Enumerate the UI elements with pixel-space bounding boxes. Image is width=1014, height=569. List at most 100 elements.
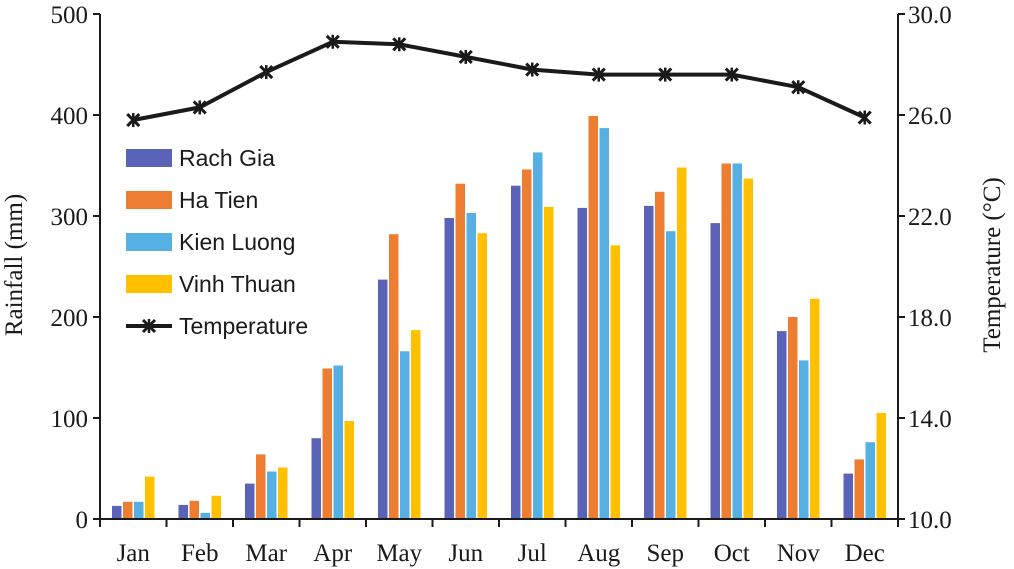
bar-rach-gia-aug bbox=[577, 207, 587, 519]
bar-vinh-thuan-nov bbox=[810, 298, 820, 519]
legend-label-vinh-thuan: Vinh Thuan bbox=[179, 271, 296, 297]
legend-label-temperature: Temperature bbox=[179, 313, 308, 339]
legend: Rach Gia Ha Tien Kien Luong Vinh Thuan Tempe… bbox=[126, 145, 308, 339]
bar-rach-gia-jan bbox=[112, 505, 122, 519]
temperature-point-apr bbox=[325, 34, 340, 49]
bar-kien-luong-mar bbox=[267, 471, 277, 519]
temperature-point-mar bbox=[259, 65, 274, 80]
bar-ha-tien-jan bbox=[123, 501, 133, 519]
bar-vinh-thuan-aug bbox=[610, 245, 620, 520]
bar-kien-luong-aug bbox=[599, 128, 609, 519]
bar-ha-tien-sep bbox=[655, 191, 665, 520]
temperature-point-dec bbox=[857, 110, 872, 125]
y2-tick-label: 26.0 bbox=[908, 103, 952, 130]
temperature-point-aug bbox=[591, 67, 606, 82]
x-tick-label: May bbox=[376, 540, 422, 567]
x-tick-label: Jun bbox=[448, 540, 483, 567]
bar-kien-luong-nov bbox=[799, 360, 809, 519]
x-tick-label: Mar bbox=[245, 540, 287, 567]
x-tick-label: Nov bbox=[777, 540, 821, 567]
bar-ha-tien-jul bbox=[522, 169, 532, 519]
legend-swatch-kien-luong bbox=[126, 233, 172, 251]
temperature-point-feb bbox=[192, 100, 207, 115]
bar-kien-luong-jan bbox=[134, 501, 144, 519]
bar-rach-gia-sep bbox=[644, 205, 654, 519]
bar-vinh-thuan-dec bbox=[876, 412, 886, 519]
x-tick-label: Aug bbox=[577, 540, 621, 567]
bar-vinh-thuan-may bbox=[411, 330, 421, 519]
axes-group: 0 100 200 300 400 500 10.0 14.0 18.0 22.0 26.0 30.0… bbox=[51, 2, 952, 567]
bar-ha-tien-nov bbox=[788, 317, 798, 519]
x-tick-label: Feb bbox=[181, 540, 219, 567]
bar-ha-tien-apr bbox=[322, 368, 332, 519]
legend-marker-temperature bbox=[141, 318, 157, 334]
temperature-point-jul bbox=[525, 62, 540, 77]
bar-rach-gia-may bbox=[378, 279, 388, 519]
bar-rach-gia-nov bbox=[777, 331, 787, 519]
legend-swatch-vinh-thuan bbox=[126, 275, 172, 293]
y-tick-label: 300 bbox=[51, 204, 89, 231]
bar-vinh-thuan-apr bbox=[344, 421, 354, 519]
y2-axis-title: Temperature (°C) bbox=[979, 177, 1006, 353]
legend-swatch-ha-tien bbox=[126, 191, 172, 209]
x-tick-label: Apr bbox=[313, 540, 353, 567]
x-tick-label: Dec bbox=[845, 540, 885, 567]
bars-group bbox=[112, 116, 886, 520]
y2-tick-label: 30.0 bbox=[908, 2, 952, 29]
bar-kien-luong-apr bbox=[333, 365, 343, 519]
y-axis-title: Rainfall (mm) bbox=[1, 194, 28, 336]
bar-kien-luong-jul bbox=[533, 152, 543, 519]
bar-ha-tien-dec bbox=[854, 459, 864, 519]
y-tick-label: 0 bbox=[76, 507, 89, 534]
bar-rach-gia-apr bbox=[311, 438, 321, 519]
bar-kien-luong-jun bbox=[466, 213, 476, 519]
legend-label-kien-luong: Kien Luong bbox=[179, 229, 295, 255]
y-tick-label: 100 bbox=[51, 406, 89, 433]
y-tick-label: 200 bbox=[51, 305, 89, 332]
bar-kien-luong-dec bbox=[865, 442, 875, 519]
y2-tick-label: 22.0 bbox=[908, 204, 952, 231]
temperature-point-jan bbox=[126, 112, 141, 128]
temperature-point-jun bbox=[458, 49, 473, 64]
y2-tick-label: 10.0 bbox=[908, 507, 952, 534]
bar-kien-luong-oct bbox=[732, 163, 742, 519]
legend-swatch-rach-gia bbox=[126, 149, 172, 167]
x-tick-label: Sep bbox=[647, 540, 685, 567]
bar-kien-luong-sep bbox=[666, 231, 676, 519]
bar-rach-gia-jul bbox=[511, 185, 521, 519]
legend-label-ha-tien: Ha Tien bbox=[179, 187, 258, 213]
y2-tick-label: 14.0 bbox=[908, 406, 952, 433]
temperature-point-sep bbox=[658, 67, 673, 82]
bar-rach-gia-oct bbox=[710, 223, 720, 519]
temperature-point-oct bbox=[724, 67, 739, 82]
bar-ha-tien-feb bbox=[189, 500, 199, 519]
y2-tick-label: 18.0 bbox=[908, 305, 952, 332]
bar-kien-luong-may bbox=[400, 351, 410, 519]
bar-vinh-thuan-jan bbox=[145, 476, 155, 519]
x-tick-label: Jul bbox=[518, 540, 547, 567]
bar-vinh-thuan-oct bbox=[743, 178, 753, 519]
bar-vinh-thuan-feb bbox=[211, 495, 221, 519]
bar-vinh-thuan-mar bbox=[278, 467, 288, 519]
bar-rach-gia-feb bbox=[178, 504, 188, 519]
y-tick-label: 400 bbox=[51, 103, 89, 130]
temperature-line-group bbox=[126, 34, 872, 128]
bar-vinh-thuan-jul bbox=[544, 206, 554, 519]
legend-label-rach-gia: Rach Gia bbox=[179, 145, 275, 171]
bar-rach-gia-dec bbox=[843, 473, 853, 519]
temperature-point-nov bbox=[791, 80, 806, 95]
bar-ha-tien-oct bbox=[721, 163, 731, 519]
bar-vinh-thuan-sep bbox=[677, 167, 687, 519]
bar-ha-tien-may bbox=[389, 234, 399, 519]
bar-vinh-thuan-jun bbox=[477, 233, 487, 519]
bar-kien-luong-feb bbox=[200, 512, 210, 519]
x-tick-label: Oct bbox=[714, 540, 750, 567]
y-tick-label: 500 bbox=[51, 2, 89, 29]
bar-rach-gia-mar bbox=[245, 483, 255, 519]
x-tick-label: Jan bbox=[117, 540, 151, 567]
bar-rach-gia-jun bbox=[444, 218, 454, 519]
temperature-point-may bbox=[392, 37, 407, 52]
bar-ha-tien-mar bbox=[256, 454, 266, 519]
temperature-line bbox=[132, 39, 866, 122]
